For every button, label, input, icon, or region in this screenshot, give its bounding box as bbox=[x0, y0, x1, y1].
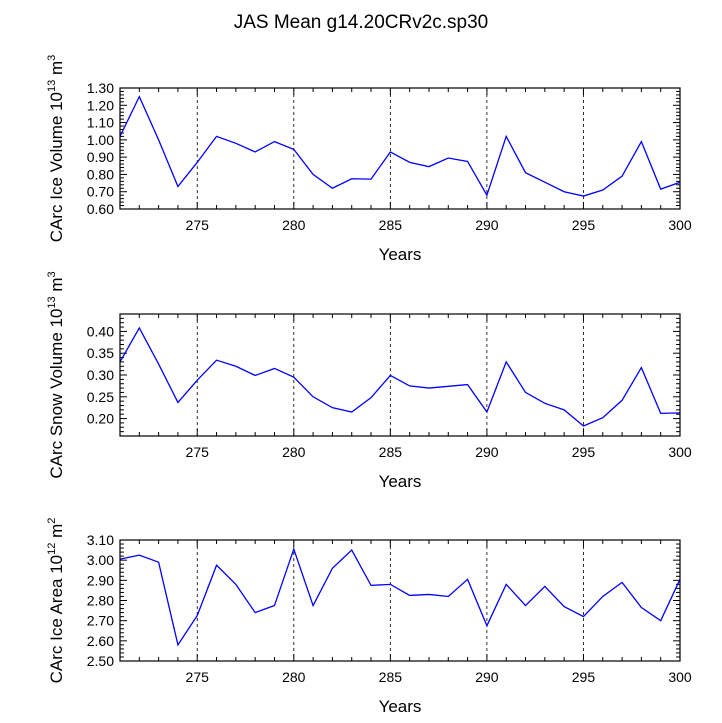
x-tick-label: 280 bbox=[282, 669, 306, 685]
y-tick-label: 3.00 bbox=[87, 552, 114, 568]
y-tick-label: 0.60 bbox=[87, 201, 114, 217]
x-tick-label: 275 bbox=[186, 444, 210, 460]
series-line bbox=[119, 95, 681, 197]
plot-frame bbox=[119, 539, 681, 662]
x-tick-label: 275 bbox=[186, 217, 210, 233]
x-tick-label: 290 bbox=[475, 669, 499, 685]
x-tick-label: 295 bbox=[572, 217, 596, 233]
x-tick-label: 295 bbox=[572, 444, 596, 460]
y-tick-label: 2.60 bbox=[87, 633, 114, 649]
y-tick-label: 0.30 bbox=[87, 367, 114, 383]
x-axis-label: Years bbox=[379, 697, 422, 716]
x-tick-label: 285 bbox=[379, 669, 403, 685]
x-tick-label: 280 bbox=[282, 444, 306, 460]
plot-frame bbox=[119, 313, 681, 437]
y-tick-label: 2.90 bbox=[87, 572, 114, 588]
panel-2: 0.20 0.25 0.30 0.35 0.40 275 280 285 290 295 300 Ye… bbox=[46, 271, 692, 491]
x-tick-label: 290 bbox=[475, 217, 499, 233]
y-tick-label: 0.70 bbox=[87, 184, 114, 200]
x-tick-label: 295 bbox=[572, 669, 596, 685]
y-tick-label: 1.00 bbox=[87, 132, 114, 148]
series-line bbox=[119, 326, 681, 427]
panel-1: 0.600.70 0.800.901.001.10 1.201.30 275 280 28… bbox=[46, 55, 692, 264]
chart-title: JAS Mean g14.20CRv2c.sp30 bbox=[234, 12, 489, 33]
y-tick-label: 3.10 bbox=[87, 532, 114, 548]
x-tick-label: 285 bbox=[379, 444, 403, 460]
x-tick-label: 300 bbox=[668, 669, 692, 685]
x-tick-label: 290 bbox=[475, 444, 499, 460]
y-tick-label: 2.50 bbox=[87, 653, 114, 669]
y-tick-label: 0.35 bbox=[87, 345, 114, 361]
y-tick-label: 0.25 bbox=[87, 389, 114, 405]
y-axis-label: CArc Snow Volume 1013 m3 bbox=[46, 271, 66, 478]
y-tick-label: 0.20 bbox=[87, 411, 114, 427]
plot-frame bbox=[119, 87, 681, 210]
x-tick-label: 275 bbox=[186, 669, 210, 685]
y-tick-label: 1.10 bbox=[87, 115, 114, 131]
x-axis-label: Years bbox=[379, 472, 422, 491]
y-tick-label: 1.20 bbox=[87, 97, 114, 113]
x-tick-label: 280 bbox=[282, 217, 306, 233]
x-tick-label: 300 bbox=[668, 217, 692, 233]
y-tick-label: 1.30 bbox=[87, 80, 114, 96]
x-tick-label: 300 bbox=[668, 444, 692, 460]
x-axis-label: Years bbox=[379, 245, 422, 264]
y-tick-label: 0.80 bbox=[87, 166, 114, 182]
x-tick-label: 285 bbox=[379, 217, 403, 233]
y-tick-label: 0.90 bbox=[87, 149, 114, 165]
series-line bbox=[119, 547, 681, 647]
panel-3: 2.50 2.60 2.70 2.80 2.90 3.00 3.10 275 280 285 290… bbox=[46, 518, 692, 716]
y-axis-label: CArc Ice Volume 1013 m3 bbox=[46, 55, 66, 243]
y-tick-label: 2.80 bbox=[87, 593, 114, 609]
y-tick-label: 2.70 bbox=[87, 613, 114, 629]
y-tick-label: 0.40 bbox=[87, 323, 114, 339]
y-axis-label: CArc Ice Area 1012 m2 bbox=[46, 518, 66, 684]
panels: 0.600.70 0.800.901.001.10 1.201.30 275 280 28… bbox=[46, 55, 692, 716]
